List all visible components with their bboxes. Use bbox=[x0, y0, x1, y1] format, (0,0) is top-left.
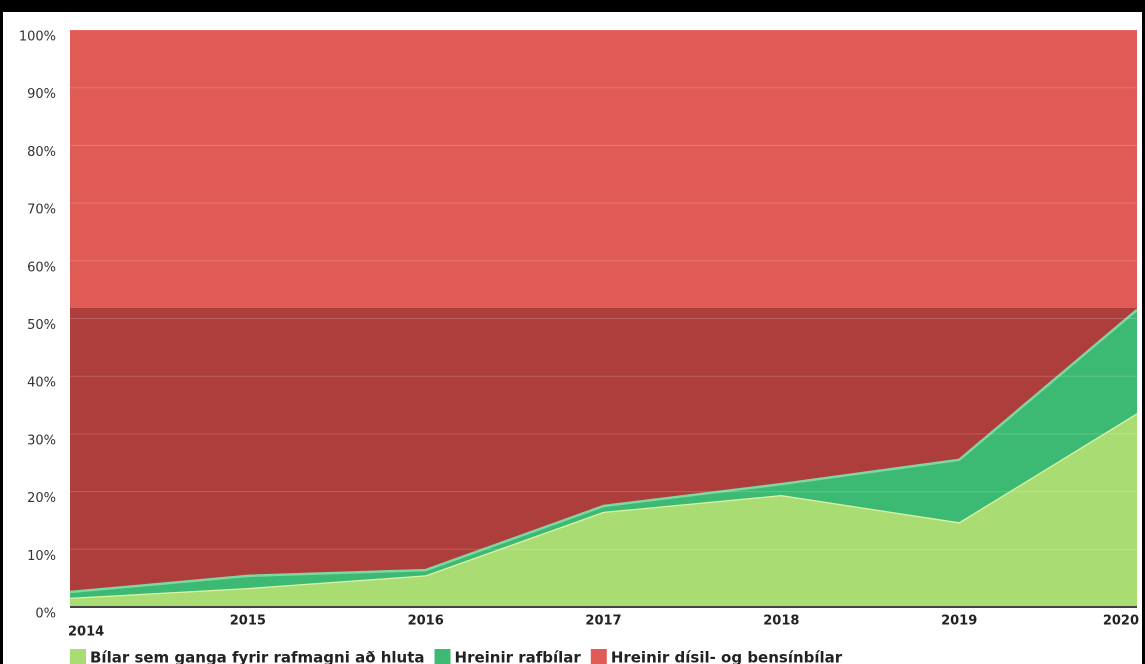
y-tick-label: 20% bbox=[27, 491, 56, 506]
y-tick-label: 30% bbox=[27, 433, 56, 448]
legend-swatch bbox=[70, 649, 86, 664]
y-tick-label: 70% bbox=[27, 203, 56, 218]
x-tick-label: 2018 bbox=[763, 614, 799, 629]
area bbox=[70, 30, 1137, 592]
x-tick-label: 2020 bbox=[1103, 614, 1139, 629]
y-tick-label: 50% bbox=[27, 318, 56, 333]
x-tick-label: 2016 bbox=[408, 614, 444, 629]
x-tick-label: 2015 bbox=[230, 614, 266, 629]
area-edge bbox=[69, 308, 1138, 594]
y-tick-label: 10% bbox=[27, 549, 56, 564]
x-tick-label: 2019 bbox=[941, 614, 977, 629]
y-tick-label: 90% bbox=[27, 87, 56, 102]
area bbox=[70, 413, 1137, 607]
x-tick-label: 2014 bbox=[68, 625, 104, 640]
legend-swatch bbox=[590, 649, 607, 664]
legend-label: Hreinir dísil- og bensínbílar bbox=[611, 649, 843, 664]
x-tick-label: 2017 bbox=[585, 614, 621, 629]
y-tick-label: 60% bbox=[27, 260, 56, 275]
legend-label: Bílar sem ganga fyrir rafmagni að hluta bbox=[90, 649, 425, 664]
legend-label: Hreinir rafbílar bbox=[455, 649, 582, 664]
y-tick-label: 0% bbox=[35, 607, 56, 622]
y-tick-label: 100% bbox=[19, 30, 56, 45]
y-tick-label: 80% bbox=[27, 145, 56, 160]
legend-swatch bbox=[434, 649, 451, 664]
y-tick-label: 40% bbox=[27, 376, 56, 391]
